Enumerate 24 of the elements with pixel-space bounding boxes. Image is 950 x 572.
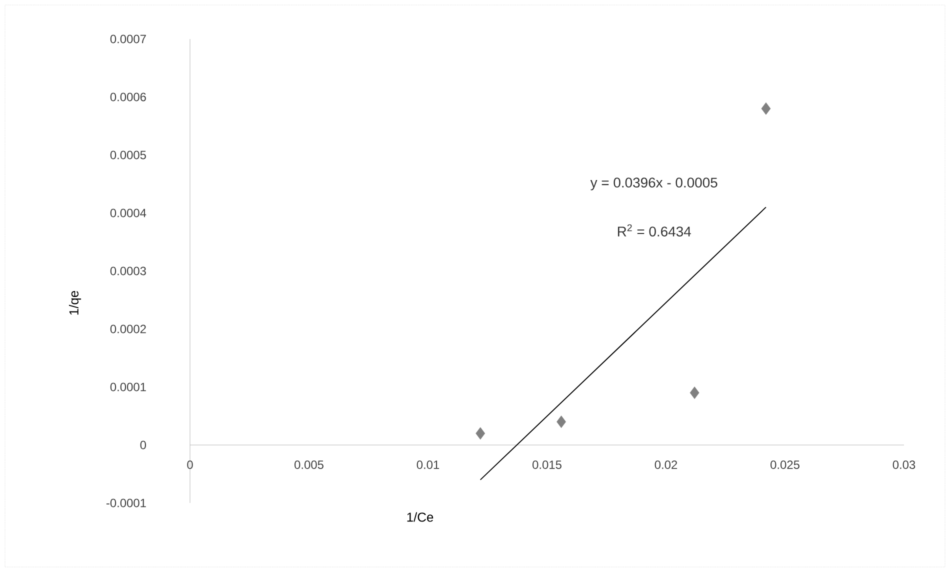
x-tick-label: 0.025 xyxy=(770,460,800,469)
x-tick-label: 0.02 xyxy=(654,460,678,469)
y-tick-label: 0.0006 xyxy=(110,92,146,102)
x-tick-label: 0.03 xyxy=(892,460,916,469)
x-tick-label: 0.015 xyxy=(532,460,562,469)
annotation: R$^{2}$ = 0.6434 xyxy=(618,224,691,236)
y-tick-label: 0 xyxy=(140,440,146,450)
x-tick-label: 0 xyxy=(187,460,193,469)
point xyxy=(690,386,700,399)
y-axis-title: 1/qe xyxy=(68,290,82,315)
point xyxy=(556,416,566,428)
y-tick-label: 0.0003 xyxy=(110,266,146,276)
point xyxy=(476,427,486,440)
x-axis-title: 1/Ce xyxy=(407,512,434,522)
x-tick-label: 0.01 xyxy=(416,460,440,469)
y-tick-label: 0.0005 xyxy=(110,150,146,160)
y-tick-label: -0.0001 xyxy=(106,498,146,508)
y-tick-label: 0.0001 xyxy=(110,382,146,392)
y-tick-label: 0.0004 xyxy=(110,208,146,218)
annotation: y = 0.0396x - 0.0005 xyxy=(590,178,718,190)
y-tick-label: 0.0002 xyxy=(110,324,146,334)
x-tick-label: 0.005 xyxy=(294,460,324,469)
point xyxy=(761,102,771,115)
y-tick-label: 0.0007 xyxy=(110,34,146,44)
